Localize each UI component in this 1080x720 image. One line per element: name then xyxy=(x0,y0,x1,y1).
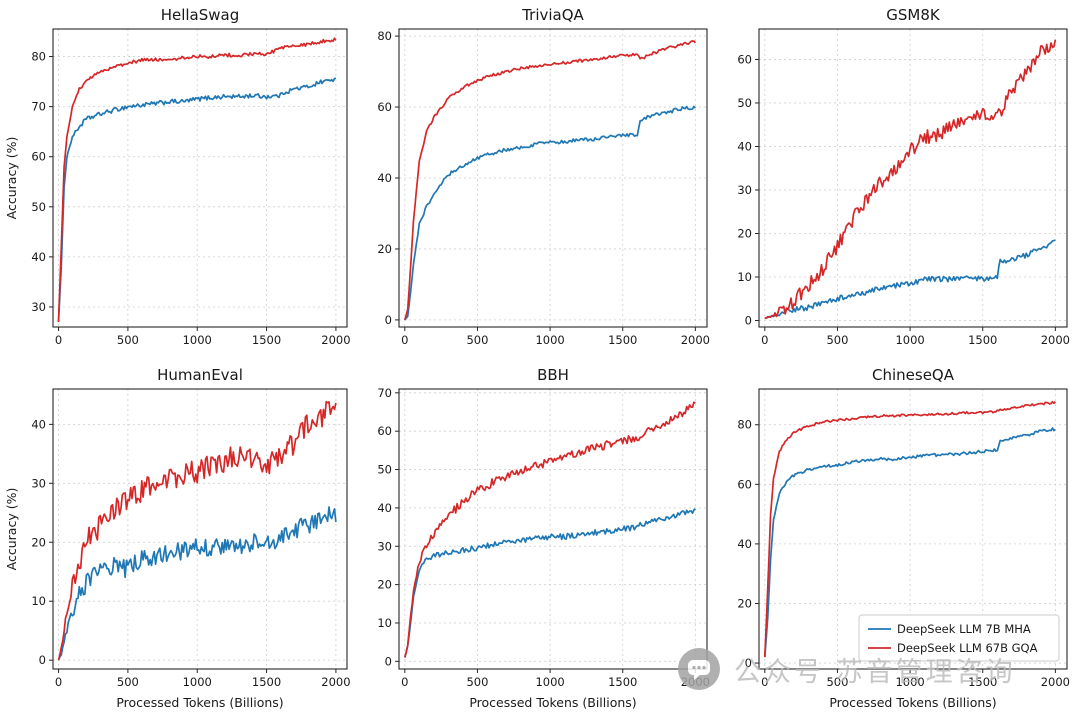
svg-text:500: 500 xyxy=(826,675,848,689)
svg-text:0: 0 xyxy=(401,333,408,347)
svg-text:ChineseQA: ChineseQA xyxy=(872,366,955,384)
svg-text:50: 50 xyxy=(737,96,752,110)
svg-text:Processed Tokens (Billions): Processed Tokens (Billions) xyxy=(116,695,283,710)
svg-text:DeepSeek LLM 67B GQA: DeepSeek LLM 67B GQA xyxy=(897,641,1038,655)
svg-text:80: 80 xyxy=(377,29,392,43)
svg-text:Accuracy (%): Accuracy (%) xyxy=(4,137,19,220)
plot-canvas-gsm8k: 0 500 1000 1500 2000 0 10 20 30 40 50 60 GSM8K xyxy=(737,6,1070,347)
svg-text:2000: 2000 xyxy=(321,675,350,689)
svg-text:10: 10 xyxy=(31,594,46,608)
svg-text:2000: 2000 xyxy=(1041,333,1070,347)
svg-text:1000: 1000 xyxy=(895,675,924,689)
svg-text:40: 40 xyxy=(737,537,752,551)
svg-text:20: 20 xyxy=(737,226,752,240)
svg-text:0: 0 xyxy=(745,313,752,327)
svg-text:1000: 1000 xyxy=(183,675,212,689)
svg-text:BBH: BBH xyxy=(537,366,569,384)
svg-text:1500: 1500 xyxy=(608,675,637,689)
svg-text:20: 20 xyxy=(31,535,46,549)
svg-text:0: 0 xyxy=(385,313,392,327)
svg-text:10: 10 xyxy=(377,616,392,630)
svg-text:Processed Tokens (Billions): Processed Tokens (Billions) xyxy=(829,695,996,710)
svg-text:0: 0 xyxy=(401,675,408,689)
subplot-triviaqa: 0 500 1000 1500 2000 0 20 40 60 80 TriviaQA xyxy=(360,0,720,360)
svg-text:0: 0 xyxy=(761,675,768,689)
svg-text:1500: 1500 xyxy=(608,333,637,347)
svg-text:30: 30 xyxy=(31,476,46,490)
svg-text:80: 80 xyxy=(737,418,752,432)
svg-text:60: 60 xyxy=(31,150,46,164)
svg-text:60: 60 xyxy=(377,100,392,114)
svg-text:500: 500 xyxy=(826,333,848,347)
svg-text:40: 40 xyxy=(31,417,46,431)
plot-canvas-triviaqa: 0 500 1000 1500 2000 0 20 40 60 80 TriviaQA xyxy=(377,6,710,347)
svg-text:0: 0 xyxy=(39,653,46,667)
svg-text:0: 0 xyxy=(745,656,752,670)
svg-text:60: 60 xyxy=(737,477,752,491)
svg-text:30: 30 xyxy=(737,183,752,197)
svg-text:2000: 2000 xyxy=(321,333,350,347)
svg-text:80: 80 xyxy=(31,50,46,64)
watermark-text: 公众号 苏音管理咨询 xyxy=(734,656,1016,688)
svg-text:30: 30 xyxy=(31,300,46,314)
svg-text:20: 20 xyxy=(737,596,752,610)
svg-text:20: 20 xyxy=(377,578,392,592)
svg-text:10: 10 xyxy=(737,270,752,284)
svg-text:HellaSwag: HellaSwag xyxy=(161,6,240,24)
svg-text:40: 40 xyxy=(377,171,392,185)
subplot-humaneval: 0 500 1000 1500 2000 0 10 20 30 40 HumanEval Proces… xyxy=(0,360,360,720)
plot-canvas-bbh: 0500100015002000010203040506070BBHProces… xyxy=(377,366,710,710)
subplot-gsm8k: 0 500 1000 1500 2000 0 10 20 30 40 50 60 GSM8K xyxy=(720,0,1080,360)
svg-text:30: 30 xyxy=(377,539,392,553)
svg-text:1500: 1500 xyxy=(968,333,997,347)
svg-text:1000: 1000 xyxy=(535,333,564,347)
svg-text:60: 60 xyxy=(377,424,392,438)
svg-text:500: 500 xyxy=(466,333,488,347)
plot-canvas-chineseqa: 0 500 1000 1500 2000 0 20 40 60 80 ChineseQA Proces… xyxy=(737,366,1070,710)
svg-text:2000: 2000 xyxy=(681,333,710,347)
svg-text:40: 40 xyxy=(737,139,752,153)
svg-text:1500: 1500 xyxy=(252,333,281,347)
svg-text:Processed Tokens (Billions): Processed Tokens (Billions) xyxy=(469,695,636,710)
svg-text:500: 500 xyxy=(117,675,139,689)
svg-text:0: 0 xyxy=(55,675,62,689)
svg-text:1000: 1000 xyxy=(183,333,212,347)
svg-text:0: 0 xyxy=(55,333,62,347)
svg-text:500: 500 xyxy=(466,675,488,689)
svg-text:GSM8K: GSM8K xyxy=(886,6,941,24)
svg-text:70: 70 xyxy=(377,386,392,400)
svg-text:Accuracy (%): Accuracy (%) xyxy=(4,488,19,571)
svg-text:1500: 1500 xyxy=(252,675,281,689)
svg-text:0: 0 xyxy=(385,654,392,668)
plot-canvas-humaneval: 0 500 1000 1500 2000 0 10 20 30 40 HumanEval Proces… xyxy=(4,366,351,710)
watermark: 公众号 苏音管理咨询 xyxy=(678,648,1016,690)
subplot-hellaswag: 0 500 1000 1500 2000 30 40 50 60 70 80 HellaSwag Acc… xyxy=(0,0,360,360)
subplot-bbh: 0500100015002000010203040506070BBHProces… xyxy=(360,360,720,720)
svg-text:1500: 1500 xyxy=(968,675,997,689)
svg-text:70: 70 xyxy=(31,100,46,114)
svg-text:DeepSeek LLM 7B MHA: DeepSeek LLM 7B MHA xyxy=(897,622,1031,636)
svg-text:1000: 1000 xyxy=(535,675,564,689)
plot-canvas-hellaswag: 0 500 1000 1500 2000 30 40 50 60 70 80 HellaSwag Acc… xyxy=(4,6,351,347)
svg-text:HumanEval: HumanEval xyxy=(157,366,243,384)
svg-text:60: 60 xyxy=(737,52,752,66)
svg-text:40: 40 xyxy=(31,250,46,264)
svg-text:50: 50 xyxy=(31,200,46,214)
svg-text:40: 40 xyxy=(377,501,392,515)
subplot-chineseqa: 0 500 1000 1500 2000 0 20 40 60 80 ChineseQA Proces… xyxy=(720,360,1080,720)
svg-text:500: 500 xyxy=(117,333,139,347)
svg-text:TriviaQA: TriviaQA xyxy=(521,6,584,24)
svg-text:50: 50 xyxy=(377,463,392,477)
svg-text:2000: 2000 xyxy=(1041,675,1070,689)
svg-text:0: 0 xyxy=(761,333,768,347)
wechat-chat-icon xyxy=(678,648,720,690)
svg-text:20: 20 xyxy=(377,242,392,256)
svg-text:1000: 1000 xyxy=(895,333,924,347)
